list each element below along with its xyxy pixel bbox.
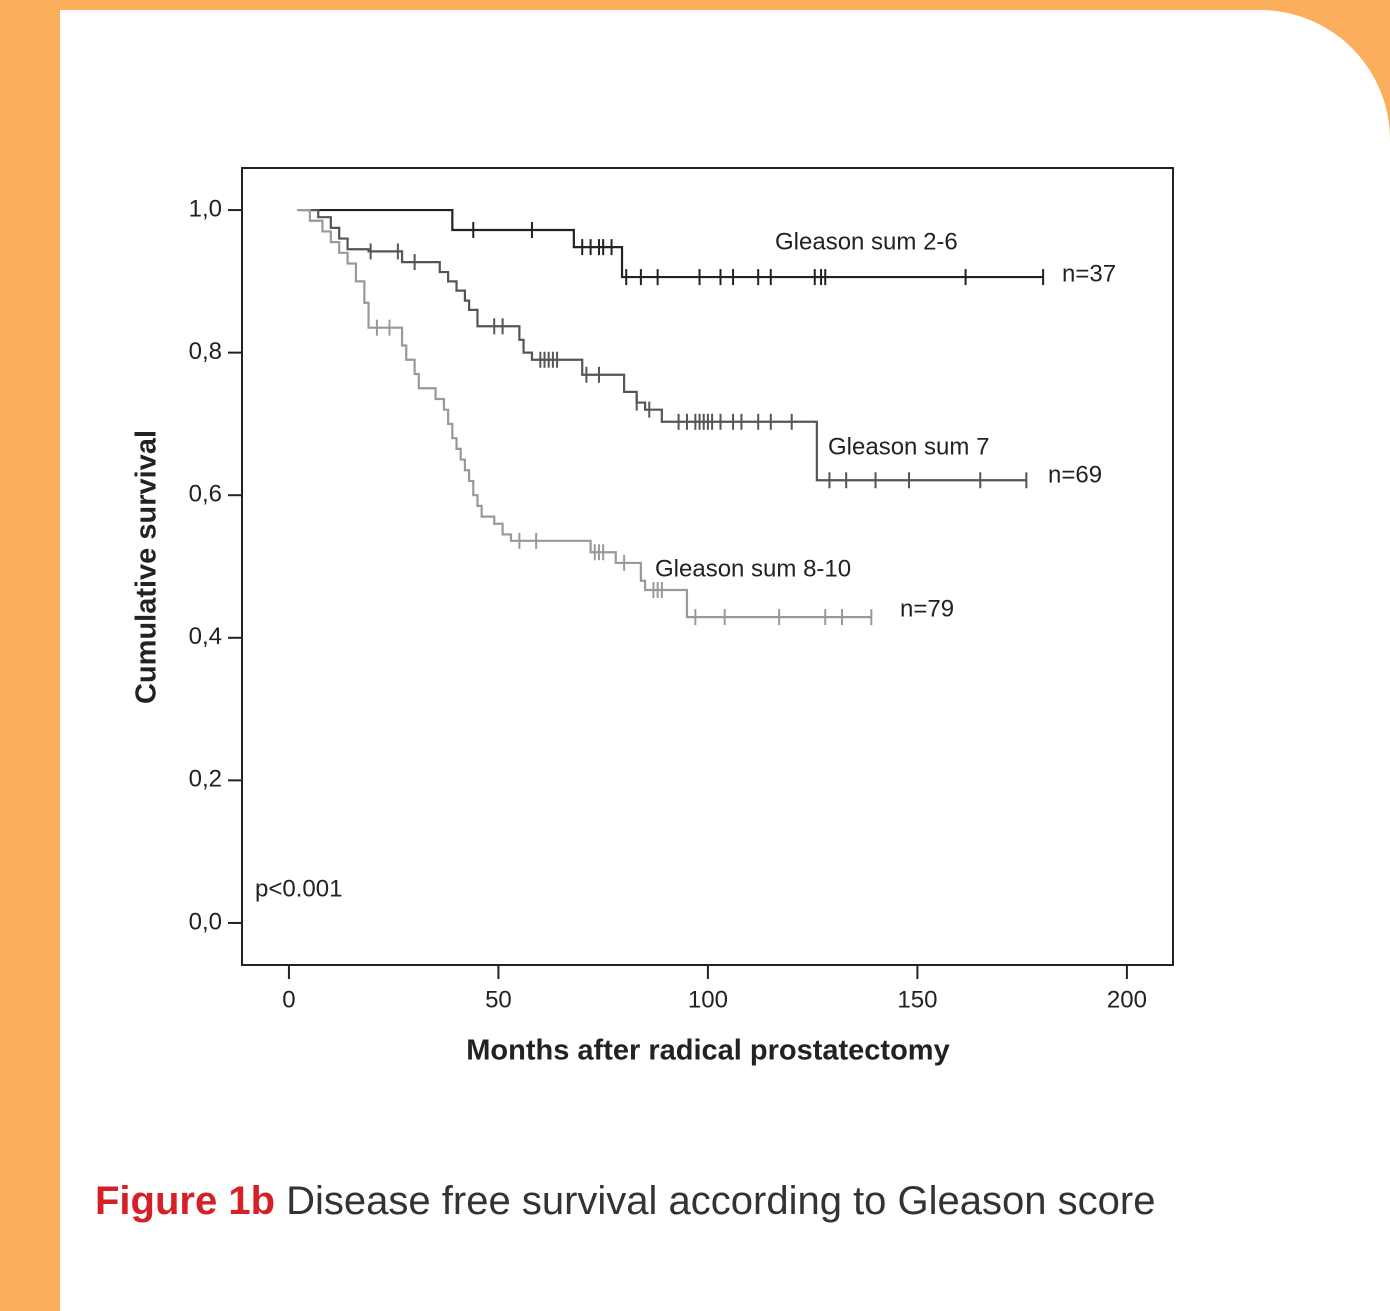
panel [60, 10, 1390, 1311]
caption: Figure 1b Disease free survival accordin… [95, 1172, 1255, 1230]
x-tick-label: 0 [282, 986, 295, 1013]
caption-label: Figure 1b [95, 1179, 276, 1223]
y-tick-label: 0,0 [189, 908, 222, 935]
x-axis-title: Months after radical prostatectomy [466, 1035, 949, 1067]
x-tick-label: 50 [485, 986, 512, 1013]
y-tick-label: 0,8 [189, 338, 222, 365]
caption-text: Disease free survival according to Gleas… [286, 1179, 1156, 1223]
chart: Months after radical prostatectomy Cumul… [131, 167, 1174, 1067]
y-tick-label: 0,6 [189, 481, 222, 508]
series-label: Gleason sum 8-10 [655, 555, 851, 582]
survival-curve [297, 208, 872, 619]
n-label: n=37 [1062, 260, 1116, 287]
x-tick-label: 100 [688, 986, 728, 1013]
y-tick-label: 0,2 [189, 766, 222, 793]
series-label: Gleason sum 7 [828, 433, 989, 460]
x-tick-label: 200 [1107, 986, 1147, 1013]
y-tick-label: 1,0 [189, 195, 222, 222]
y-tick-label: 0,4 [189, 623, 222, 650]
survival-curve [301, 208, 1044, 279]
n-label: n=79 [900, 595, 954, 622]
series-label: Gleason sum 2-6 [775, 228, 958, 255]
x-tick-label: 150 [897, 986, 937, 1013]
y-axis-title: Cumulative survival [131, 430, 163, 704]
n-label: n=69 [1048, 461, 1102, 488]
annotation: p<0.001 [255, 875, 342, 902]
